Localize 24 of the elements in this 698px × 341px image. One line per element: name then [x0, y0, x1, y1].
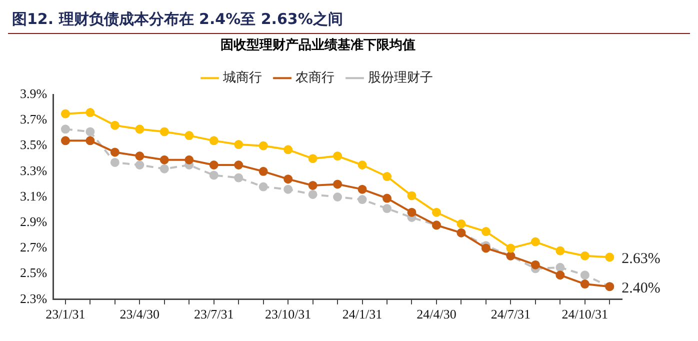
- y-tick-label: 3.1%: [20, 188, 48, 204]
- y-tick-label: 2.3%: [20, 290, 48, 306]
- data-label: 2.63%: [622, 251, 660, 268]
- y-tick-label: 3.9%: [20, 86, 48, 102]
- x-tick-label: 23/1/31: [46, 306, 86, 322]
- y-tick-label: 3.5%: [20, 137, 48, 152]
- y-tick-label: 2.7%: [20, 240, 48, 255]
- y-tick-label: 2.5%: [20, 265, 48, 280]
- chart-title: 图12. 理财负债成本分布在 2.4%至 2.63%之间: [8, 8, 690, 34]
- x-tick-label: 24/4/30: [416, 306, 456, 322]
- x-tick-label: 23/7/31: [194, 306, 234, 322]
- x-tick-label: 23/10/31: [264, 306, 312, 322]
- y-tick-label: 2.9%: [20, 214, 48, 230]
- chart-subtitle: 固收型理财产品业绩基准下限均值: [220, 37, 416, 54]
- data-label: 2.40%: [622, 280, 660, 297]
- legend-label: 城商行: [222, 70, 262, 86]
- x-tick-label: 24/7/31: [490, 306, 531, 322]
- x-tick-label: 24/10/31: [562, 306, 608, 322]
- legend-label: 农商行: [295, 70, 334, 86]
- x-tick-label: 23/4/30: [120, 306, 160, 322]
- y-tick-label: 3.3%: [20, 162, 48, 178]
- legend-label: 股份理财子: [368, 70, 433, 86]
- x-tick-label: 24/1/31: [342, 306, 382, 322]
- y-tick-label: 3.7%: [20, 112, 48, 127]
